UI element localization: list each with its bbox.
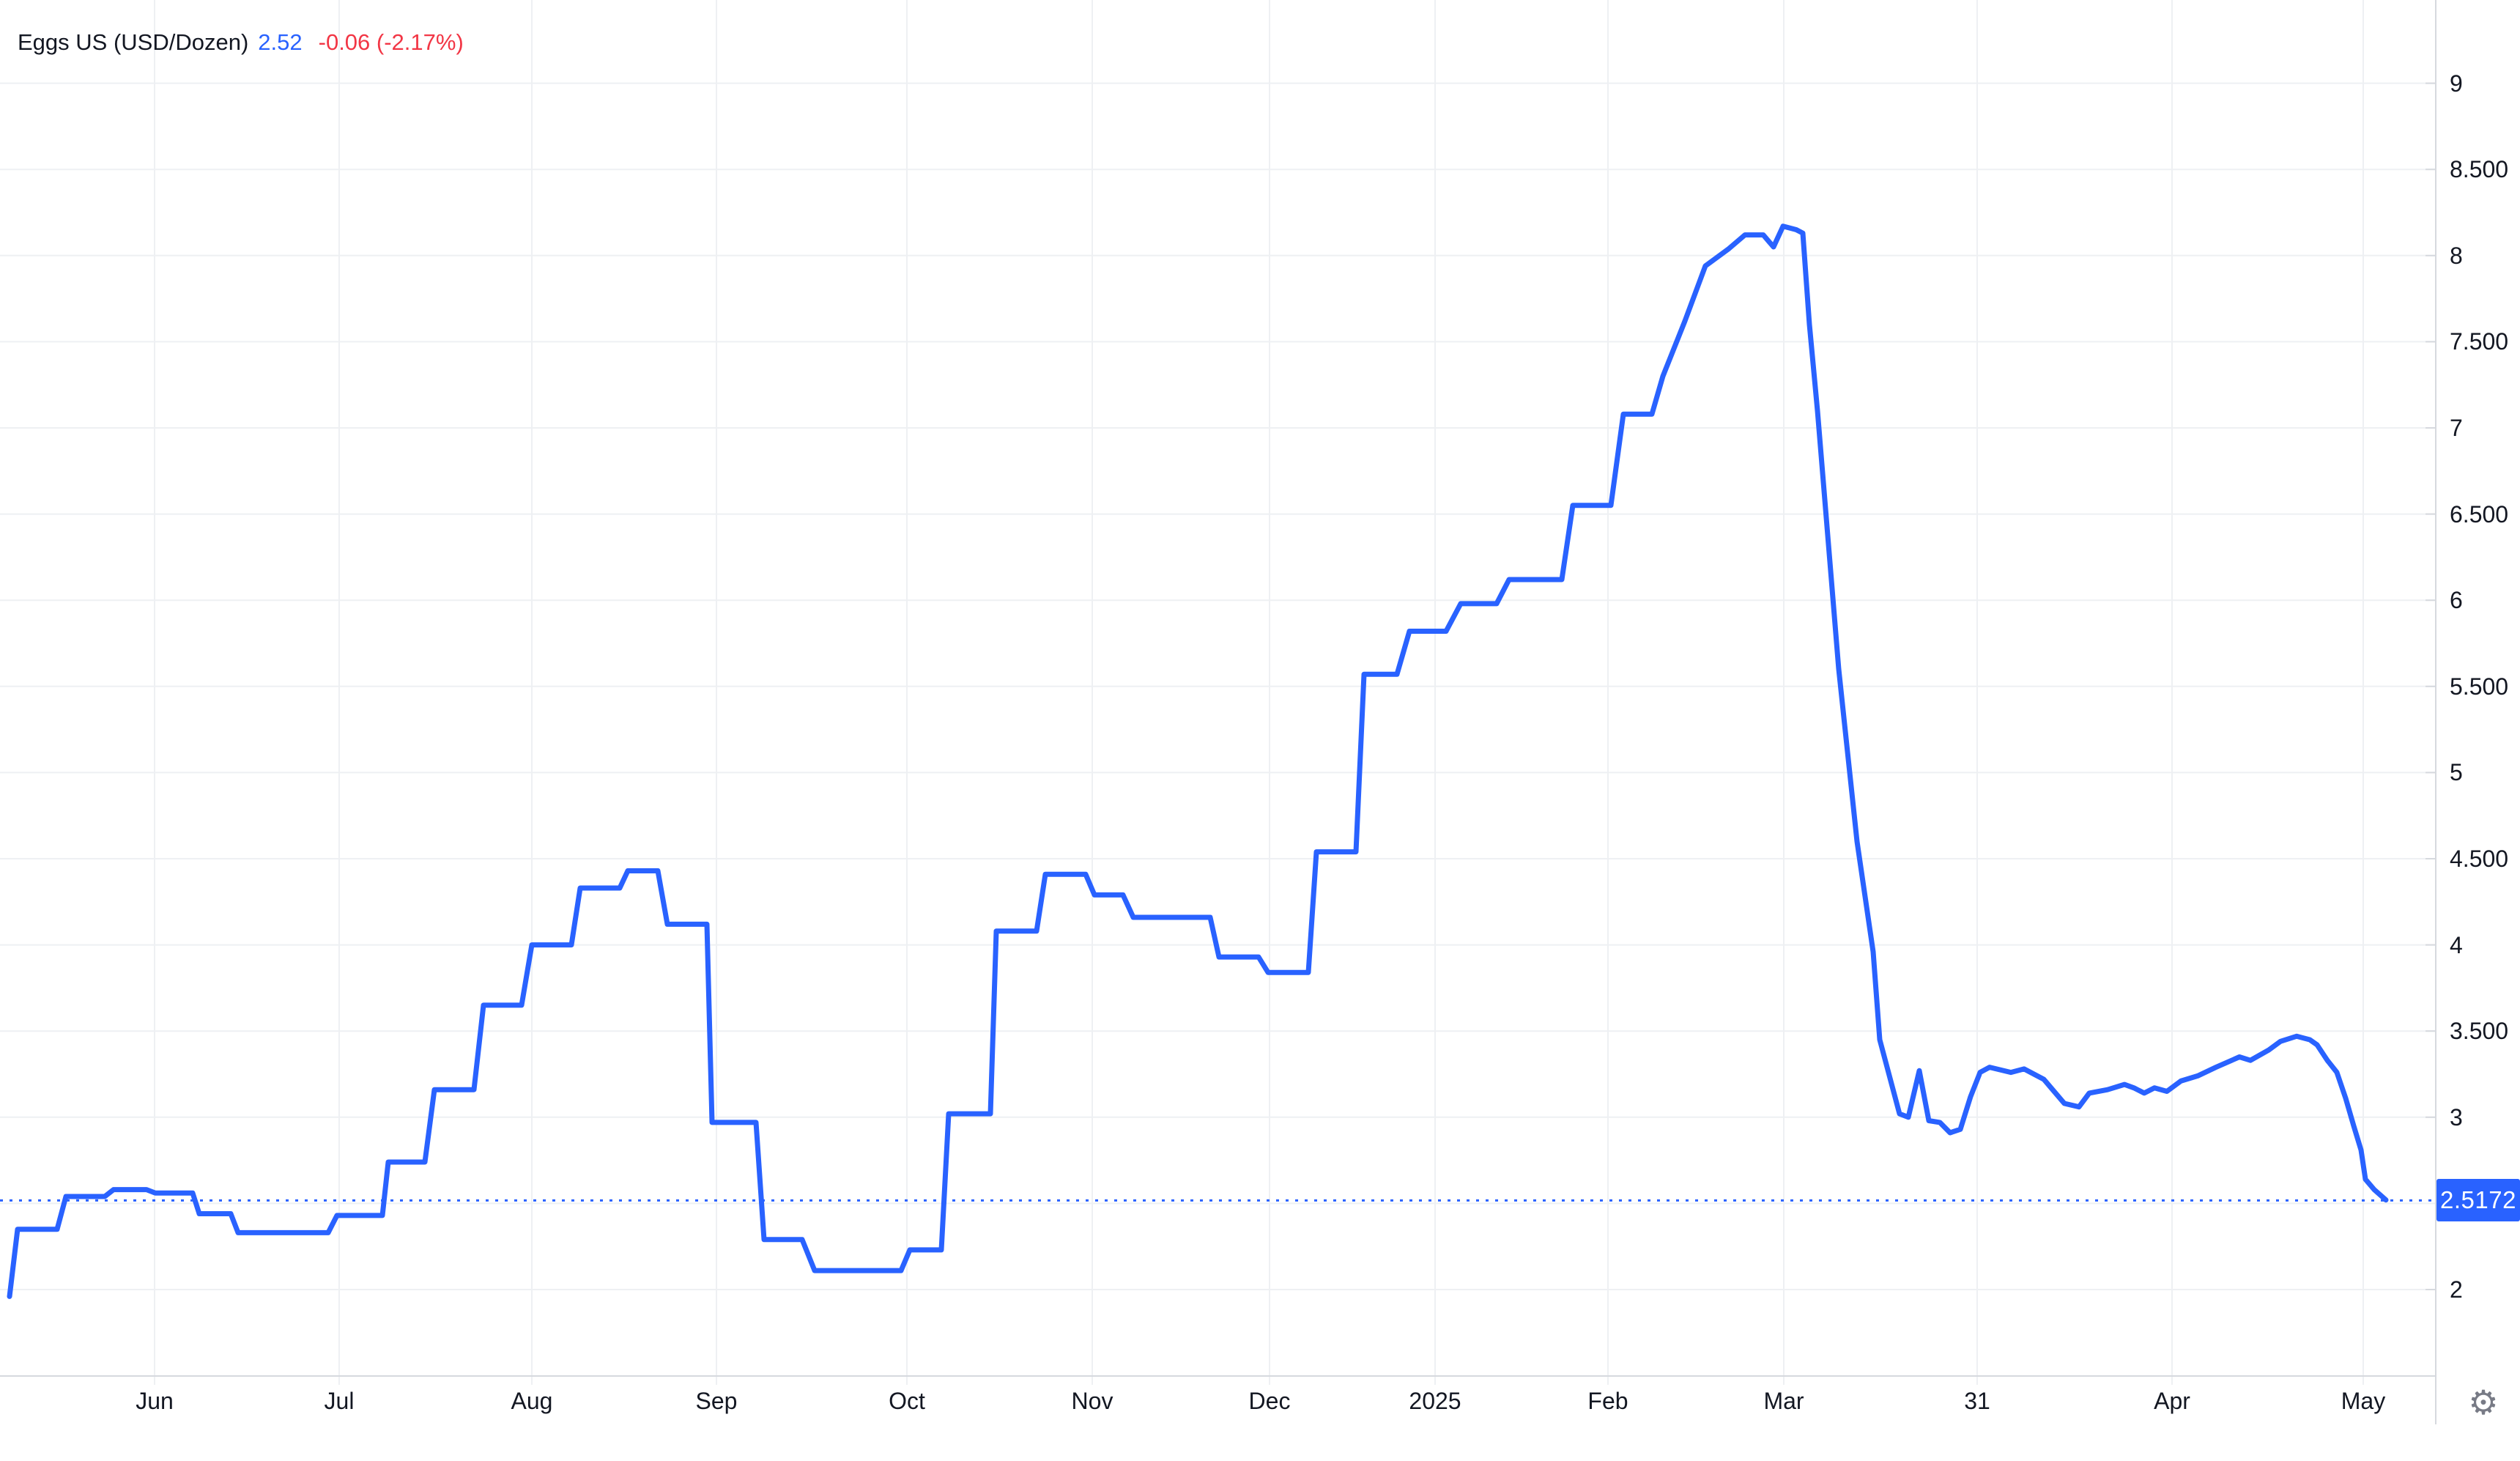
price-axis-label: 5 [2450,759,2463,786]
price-axis-label: 9 [2450,70,2463,97]
time-axis-label: Oct [889,1388,925,1414]
price-axis-label: 6.500 [2450,500,2509,528]
price-axis-label: 4.500 [2450,846,2509,872]
price-axis-label: 8 [2450,242,2463,269]
time-axis-label: Jul [324,1388,355,1414]
price-change: -0.06 (-2.17%) [318,29,464,55]
price-axis-label: 7.500 [2450,328,2509,355]
symbol-name: Eggs US (USD/Dozen) [18,29,249,55]
price-series-line [7,223,2389,1299]
price-axis-label: 3.500 [2450,1018,2509,1045]
time-axis-label: Sep [695,1388,738,1414]
last-price: 2.52 [258,29,303,55]
price-axis-label: 5.500 [2450,673,2509,700]
time-axis-label: 31 [1964,1388,1990,1414]
current-price-badge: 2.5172 [2436,1179,2520,1222]
price-axis-label: 2 [2450,1276,2463,1303]
time-axis-label: 2025 [1409,1388,1461,1414]
price-axis-label: 3 [2450,1103,2463,1131]
gear-icon[interactable]: ⚙ [2468,1383,2499,1421]
price-axis-label: 8.500 [2450,156,2509,183]
time-axis-label: May [2341,1388,2386,1414]
time-axis-label: Aug [511,1388,553,1414]
time-axis-label: Apr [2154,1388,2190,1414]
time-axis-label: Dec [1248,1388,1291,1414]
symbol-legend[interactable]: Eggs US (USD/Dozen) 2.52 -0.06 (-2.17%) [18,28,464,57]
time-axis-label: Mar [1763,1388,1804,1414]
time-axis-label: Jun [136,1388,174,1414]
time-axis-label: Feb [1587,1388,1628,1414]
price-axis-label: 7 [2450,415,2463,441]
time-axis-label: Nov [1071,1388,1113,1414]
price-axis-label: 4 [2450,931,2463,958]
price-axis-label: 6 [2450,587,2463,614]
